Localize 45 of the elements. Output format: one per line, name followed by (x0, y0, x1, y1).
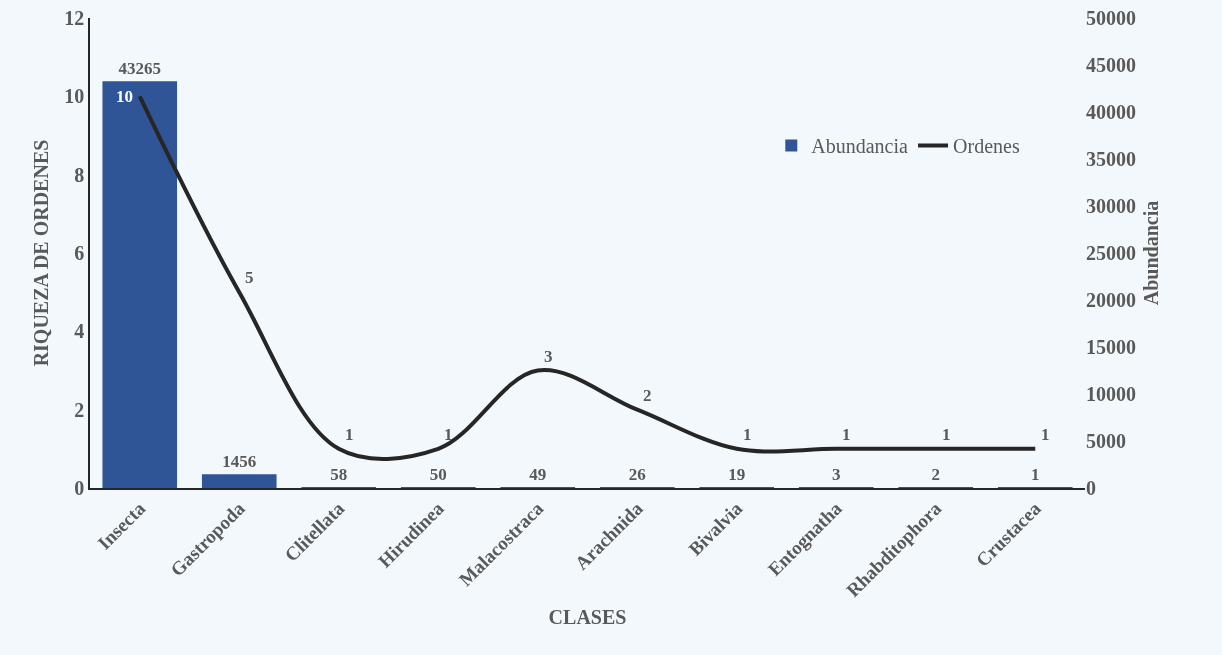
y-tick-label: 12 (64, 7, 85, 29)
y-tick-label: 4 (74, 320, 85, 343)
data-label: 50 (429, 465, 447, 484)
y-tick-label: 6 (74, 242, 85, 264)
y2-tick-label: 40000 (1086, 101, 1136, 123)
data-label: 2 (931, 465, 940, 484)
data-label: 1 (842, 425, 851, 444)
data-label: 26 (628, 465, 646, 484)
bar (102, 81, 178, 488)
data-label: 1 (1041, 425, 1050, 444)
y2-tick-label: 30000 (1086, 195, 1136, 217)
data-label: 1 (444, 425, 453, 444)
data-label: 5 (245, 268, 254, 287)
data-label: 49 (529, 465, 547, 484)
y2-tick-label: 50000 (1086, 7, 1136, 29)
data-label: 1 (1031, 465, 1040, 484)
data-label: 1 (942, 425, 951, 444)
y2-axis-title: Abundancia (1139, 200, 1162, 306)
data-label: 1 (743, 425, 752, 444)
y-tick-label: 2 (74, 398, 85, 421)
data-label: 43265 (118, 59, 161, 79)
y2-tick-label: 45000 (1086, 54, 1136, 76)
data-label: 1 (345, 425, 354, 444)
x-axis-title: CLASES (548, 605, 627, 628)
data-label: 3 (832, 465, 841, 484)
data-label: 1456 (222, 452, 257, 472)
data-label: 2 (643, 386, 652, 405)
y-tick-label: 0 (74, 477, 85, 499)
y2-tick-label: 5000 (1086, 430, 1126, 452)
y2-tick-label: 35000 (1086, 148, 1136, 170)
legend-label: Abundancia (811, 135, 909, 158)
y-tick-label: 8 (74, 163, 85, 186)
y2-tick-label: 0 (1086, 477, 1096, 499)
y2-tick-label: 10000 (1086, 383, 1136, 405)
legend-label: Ordenes (953, 135, 1020, 158)
y-tick-label: 10 (64, 85, 85, 108)
y2-tick-label: 15000 (1086, 336, 1136, 358)
data-label: 58 (330, 465, 348, 484)
data-label: 3 (544, 347, 553, 366)
data-label: 10 (116, 87, 133, 106)
y2-tick-label: 20000 (1086, 289, 1136, 311)
y-axis-title: RIQUEZA DE ORDENES (30, 139, 53, 367)
data-label: 19 (728, 465, 746, 484)
y2-tick-label: 25000 (1086, 242, 1136, 264)
bar (201, 474, 277, 488)
